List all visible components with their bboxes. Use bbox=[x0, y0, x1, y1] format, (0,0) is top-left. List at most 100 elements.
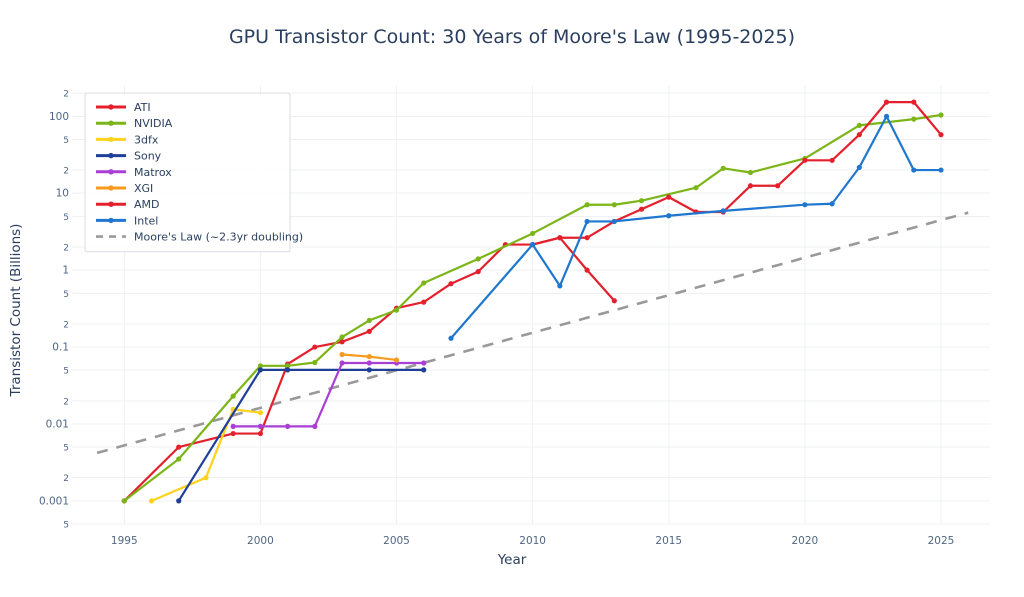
y-tick-label: 2 bbox=[63, 243, 69, 253]
y-tick-label: 100 bbox=[49, 111, 69, 123]
series-line-path bbox=[123, 113, 943, 502]
data-point bbox=[584, 267, 590, 273]
data-point bbox=[230, 393, 236, 399]
series-nvidia[interactable] bbox=[121, 112, 944, 504]
data-point bbox=[285, 363, 291, 369]
legend-item-ati[interactable]: ATI bbox=[96, 101, 151, 114]
data-point bbox=[883, 113, 890, 119]
legend-item-3dfx[interactable]: 3dfx bbox=[96, 133, 159, 146]
data-point bbox=[421, 280, 427, 286]
data-point bbox=[448, 335, 454, 341]
y-axis-title: Transistor Count (Billions) bbox=[8, 224, 24, 398]
data-point bbox=[638, 206, 645, 212]
legend-label: ATI bbox=[134, 101, 151, 114]
series-xgi[interactable] bbox=[339, 351, 400, 363]
data-point bbox=[584, 235, 590, 241]
data-point bbox=[121, 498, 127, 504]
data-point bbox=[638, 198, 645, 204]
x-tick-label: 2005 bbox=[383, 535, 410, 547]
y-tick-label: 2 bbox=[63, 397, 69, 407]
y-tick-label: 0.1 bbox=[52, 342, 69, 354]
series-line-path bbox=[150, 408, 262, 502]
data-point bbox=[312, 423, 318, 429]
data-point bbox=[421, 367, 427, 373]
data-point bbox=[611, 202, 617, 208]
legend-label: 3dfx bbox=[134, 133, 159, 146]
series-amd[interactable] bbox=[530, 99, 944, 248]
data-point bbox=[856, 122, 862, 128]
legend-item-moore-s-law-2-3yr-doubling[interactable]: Moore's Law (~2.3yr doubling) bbox=[96, 231, 303, 244]
data-point bbox=[856, 164, 862, 170]
data-point bbox=[666, 213, 672, 219]
data-point bbox=[339, 351, 345, 358]
moores-law-trendline bbox=[96, 211, 969, 455]
data-point bbox=[475, 269, 481, 275]
y-tick-label: 2 bbox=[63, 320, 69, 330]
data-point bbox=[775, 183, 781, 189]
x-tick-label: 2015 bbox=[655, 535, 682, 547]
series-line-path bbox=[531, 101, 943, 246]
legend-marker bbox=[108, 104, 114, 110]
data-point bbox=[747, 183, 754, 189]
data-point bbox=[339, 360, 345, 366]
data-point bbox=[938, 112, 944, 118]
legend-label: Matrox bbox=[134, 166, 172, 179]
legend-label: Intel bbox=[134, 214, 158, 227]
y-tick-label: 5 bbox=[63, 521, 69, 531]
data-point bbox=[230, 423, 236, 429]
data-point bbox=[176, 456, 182, 462]
series-intel[interactable] bbox=[448, 113, 944, 341]
data-point bbox=[693, 185, 699, 191]
y-tick-label: 5 bbox=[63, 213, 69, 223]
legend-marker bbox=[108, 136, 114, 143]
x-tick-label: 1995 bbox=[111, 535, 138, 547]
y-tick-label: 5 bbox=[63, 444, 69, 454]
data-point bbox=[366, 317, 372, 324]
legend-marker bbox=[108, 169, 114, 175]
legend-label: Sony bbox=[134, 150, 162, 163]
series-line-path bbox=[232, 361, 425, 428]
y-tick-label: 1 bbox=[62, 265, 69, 277]
data-point bbox=[584, 202, 590, 208]
data-point bbox=[285, 423, 291, 429]
y-tick-label: 5 bbox=[63, 136, 69, 146]
legend-background bbox=[84, 92, 291, 253]
data-point bbox=[148, 498, 155, 504]
data-point bbox=[421, 299, 427, 305]
legend-item-sony[interactable]: Sony bbox=[96, 150, 162, 163]
chart-legend[interactable]: ATI NVIDIA 3dfx Sony Matrox XGI AMD Intel Moore'… bbox=[84, 92, 303, 253]
data-point bbox=[421, 360, 427, 366]
data-point bbox=[938, 132, 944, 138]
data-point bbox=[176, 498, 182, 504]
legend-label: Moore's Law (~2.3yr doubling) bbox=[134, 231, 303, 244]
series-layer bbox=[121, 99, 944, 504]
y-tick-label: 0.01 bbox=[46, 418, 69, 430]
trendline-path bbox=[96, 211, 969, 455]
data-point bbox=[584, 218, 590, 225]
y-tick-label: 5 bbox=[63, 367, 69, 377]
series-sony[interactable] bbox=[176, 367, 427, 504]
y-tick-label: 2 bbox=[63, 167, 69, 177]
data-point bbox=[393, 357, 400, 363]
data-point bbox=[666, 194, 672, 200]
data-point bbox=[829, 201, 835, 207]
legend-item-xgi[interactable]: XGI bbox=[96, 182, 153, 195]
data-point bbox=[557, 235, 563, 241]
data-point bbox=[339, 334, 345, 340]
legend-item-amd[interactable]: AMD bbox=[96, 198, 160, 211]
data-point bbox=[530, 241, 536, 248]
data-point bbox=[475, 256, 481, 262]
x-tick-label: 2010 bbox=[519, 535, 546, 547]
data-point bbox=[203, 475, 209, 481]
data-point bbox=[393, 307, 400, 313]
legend-item-nvidia[interactable]: NVIDIA bbox=[96, 117, 173, 130]
legend-item-matrox[interactable]: Matrox bbox=[96, 166, 172, 179]
legend-marker bbox=[108, 120, 114, 126]
data-point bbox=[285, 367, 291, 373]
data-point bbox=[230, 430, 236, 437]
data-point bbox=[829, 157, 835, 163]
data-point bbox=[611, 218, 617, 225]
legend-item-intel[interactable]: Intel bbox=[96, 214, 158, 227]
